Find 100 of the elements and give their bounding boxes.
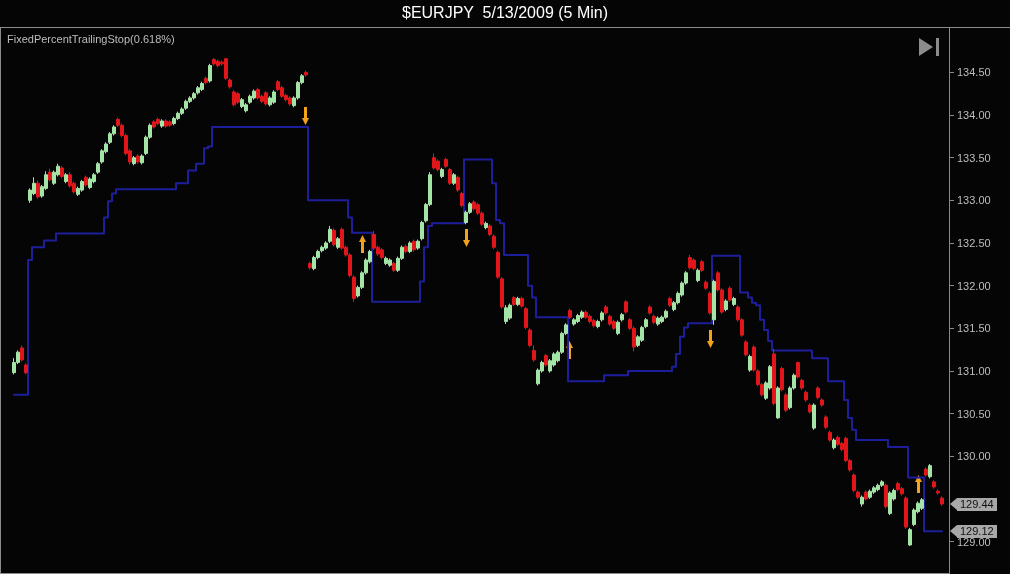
candlestick xyxy=(688,254,692,270)
candlestick xyxy=(784,392,788,413)
candlestick xyxy=(80,179,84,193)
candlestick xyxy=(744,339,748,357)
candlestick xyxy=(572,317,576,327)
candlestick xyxy=(888,490,892,516)
candlestick xyxy=(440,167,444,179)
candlestick xyxy=(712,279,716,326)
candlestick xyxy=(616,320,620,336)
candlestick xyxy=(656,315,660,327)
candlestick xyxy=(800,378,804,391)
candlestick xyxy=(924,466,928,478)
candlestick xyxy=(504,304,508,325)
candlestick xyxy=(620,312,624,322)
candlestick xyxy=(928,463,932,479)
candlestick xyxy=(152,119,156,130)
candlestick xyxy=(304,70,308,78)
candlestick xyxy=(920,497,924,511)
candlestick xyxy=(876,483,880,492)
chart-title: $EURJPY 5/13/2009 (5 Min) xyxy=(401,4,609,22)
candlestick xyxy=(780,366,784,392)
y-tick-label: 134.50 xyxy=(957,66,991,79)
candlestick xyxy=(444,157,448,169)
candlestick xyxy=(308,261,312,270)
candlestick xyxy=(332,227,336,247)
candlestick xyxy=(804,390,808,403)
candlestick xyxy=(160,118,164,129)
candlestick xyxy=(704,280,708,291)
candlestick xyxy=(236,91,240,105)
candlestick xyxy=(264,90,268,107)
candlestick xyxy=(64,172,68,184)
candlestick xyxy=(168,119,172,128)
candlestick xyxy=(692,257,696,271)
candlestick xyxy=(872,485,876,495)
candlestick xyxy=(584,309,588,320)
candlestick xyxy=(604,304,608,316)
candlestick xyxy=(132,155,136,166)
candlestick xyxy=(452,172,456,186)
candlestick xyxy=(36,180,40,200)
candlestick xyxy=(864,489,868,502)
candlestick xyxy=(624,299,628,315)
chart-subtitle: FixedPercentTrailingStop(0.618%) xyxy=(7,33,175,46)
candlestick xyxy=(60,165,64,179)
candlestick xyxy=(288,95,292,107)
candlestick xyxy=(176,111,180,121)
candlestick xyxy=(776,385,780,420)
candlestick xyxy=(448,167,452,186)
candlestick xyxy=(140,153,144,165)
candlestick xyxy=(48,168,52,183)
y-tick-label: 133.50 xyxy=(957,151,991,164)
candlestick xyxy=(696,268,700,283)
candlestick xyxy=(24,362,28,375)
candlestick xyxy=(336,236,340,250)
y-tick-label: 131.50 xyxy=(957,322,991,335)
candlestick xyxy=(588,314,592,324)
candlestick xyxy=(796,361,800,380)
candlestick xyxy=(700,259,704,273)
candlestick xyxy=(196,85,200,96)
candlestick xyxy=(932,479,936,490)
candlestick xyxy=(232,89,236,107)
candlestick xyxy=(216,59,220,68)
y-tick-label: 132.50 xyxy=(957,236,991,249)
candlestick xyxy=(184,99,188,111)
candlestick xyxy=(404,244,408,254)
candlestick xyxy=(576,313,580,324)
candlestick xyxy=(668,296,672,308)
y-tick-label: 129.00 xyxy=(957,535,991,548)
candlestick xyxy=(508,303,512,321)
candlestick xyxy=(708,291,712,316)
candlestick xyxy=(896,481,900,492)
candlestick xyxy=(412,239,416,253)
candlestick xyxy=(772,348,776,406)
y-tick-label: 130.00 xyxy=(957,450,991,463)
candlestick xyxy=(516,296,520,307)
candlestick xyxy=(908,527,912,547)
candlestick xyxy=(884,483,888,509)
candlestick xyxy=(904,495,908,530)
candlestick xyxy=(524,306,528,330)
candlestick xyxy=(900,486,904,497)
candlestick xyxy=(600,310,604,322)
candlestick xyxy=(880,479,884,488)
candlestick xyxy=(580,309,584,320)
candlestick xyxy=(608,314,612,327)
candlestick xyxy=(868,489,872,500)
candlestick xyxy=(936,489,940,496)
text: 129.12 xyxy=(957,524,997,538)
candlestick xyxy=(816,385,820,400)
candlestick xyxy=(460,191,464,208)
candlestick xyxy=(392,261,396,273)
candlestick xyxy=(200,81,204,92)
y-tick-label: 132.00 xyxy=(957,279,991,292)
candlestick xyxy=(596,319,600,329)
candlestick xyxy=(208,63,212,84)
candlestick xyxy=(388,257,392,268)
candlestick xyxy=(172,116,176,126)
candlestick xyxy=(724,298,728,312)
candlestick xyxy=(20,344,24,363)
y-tick-label: 133.00 xyxy=(957,194,991,207)
y-tick-label: 130.50 xyxy=(957,407,991,420)
candlestick xyxy=(648,304,652,316)
